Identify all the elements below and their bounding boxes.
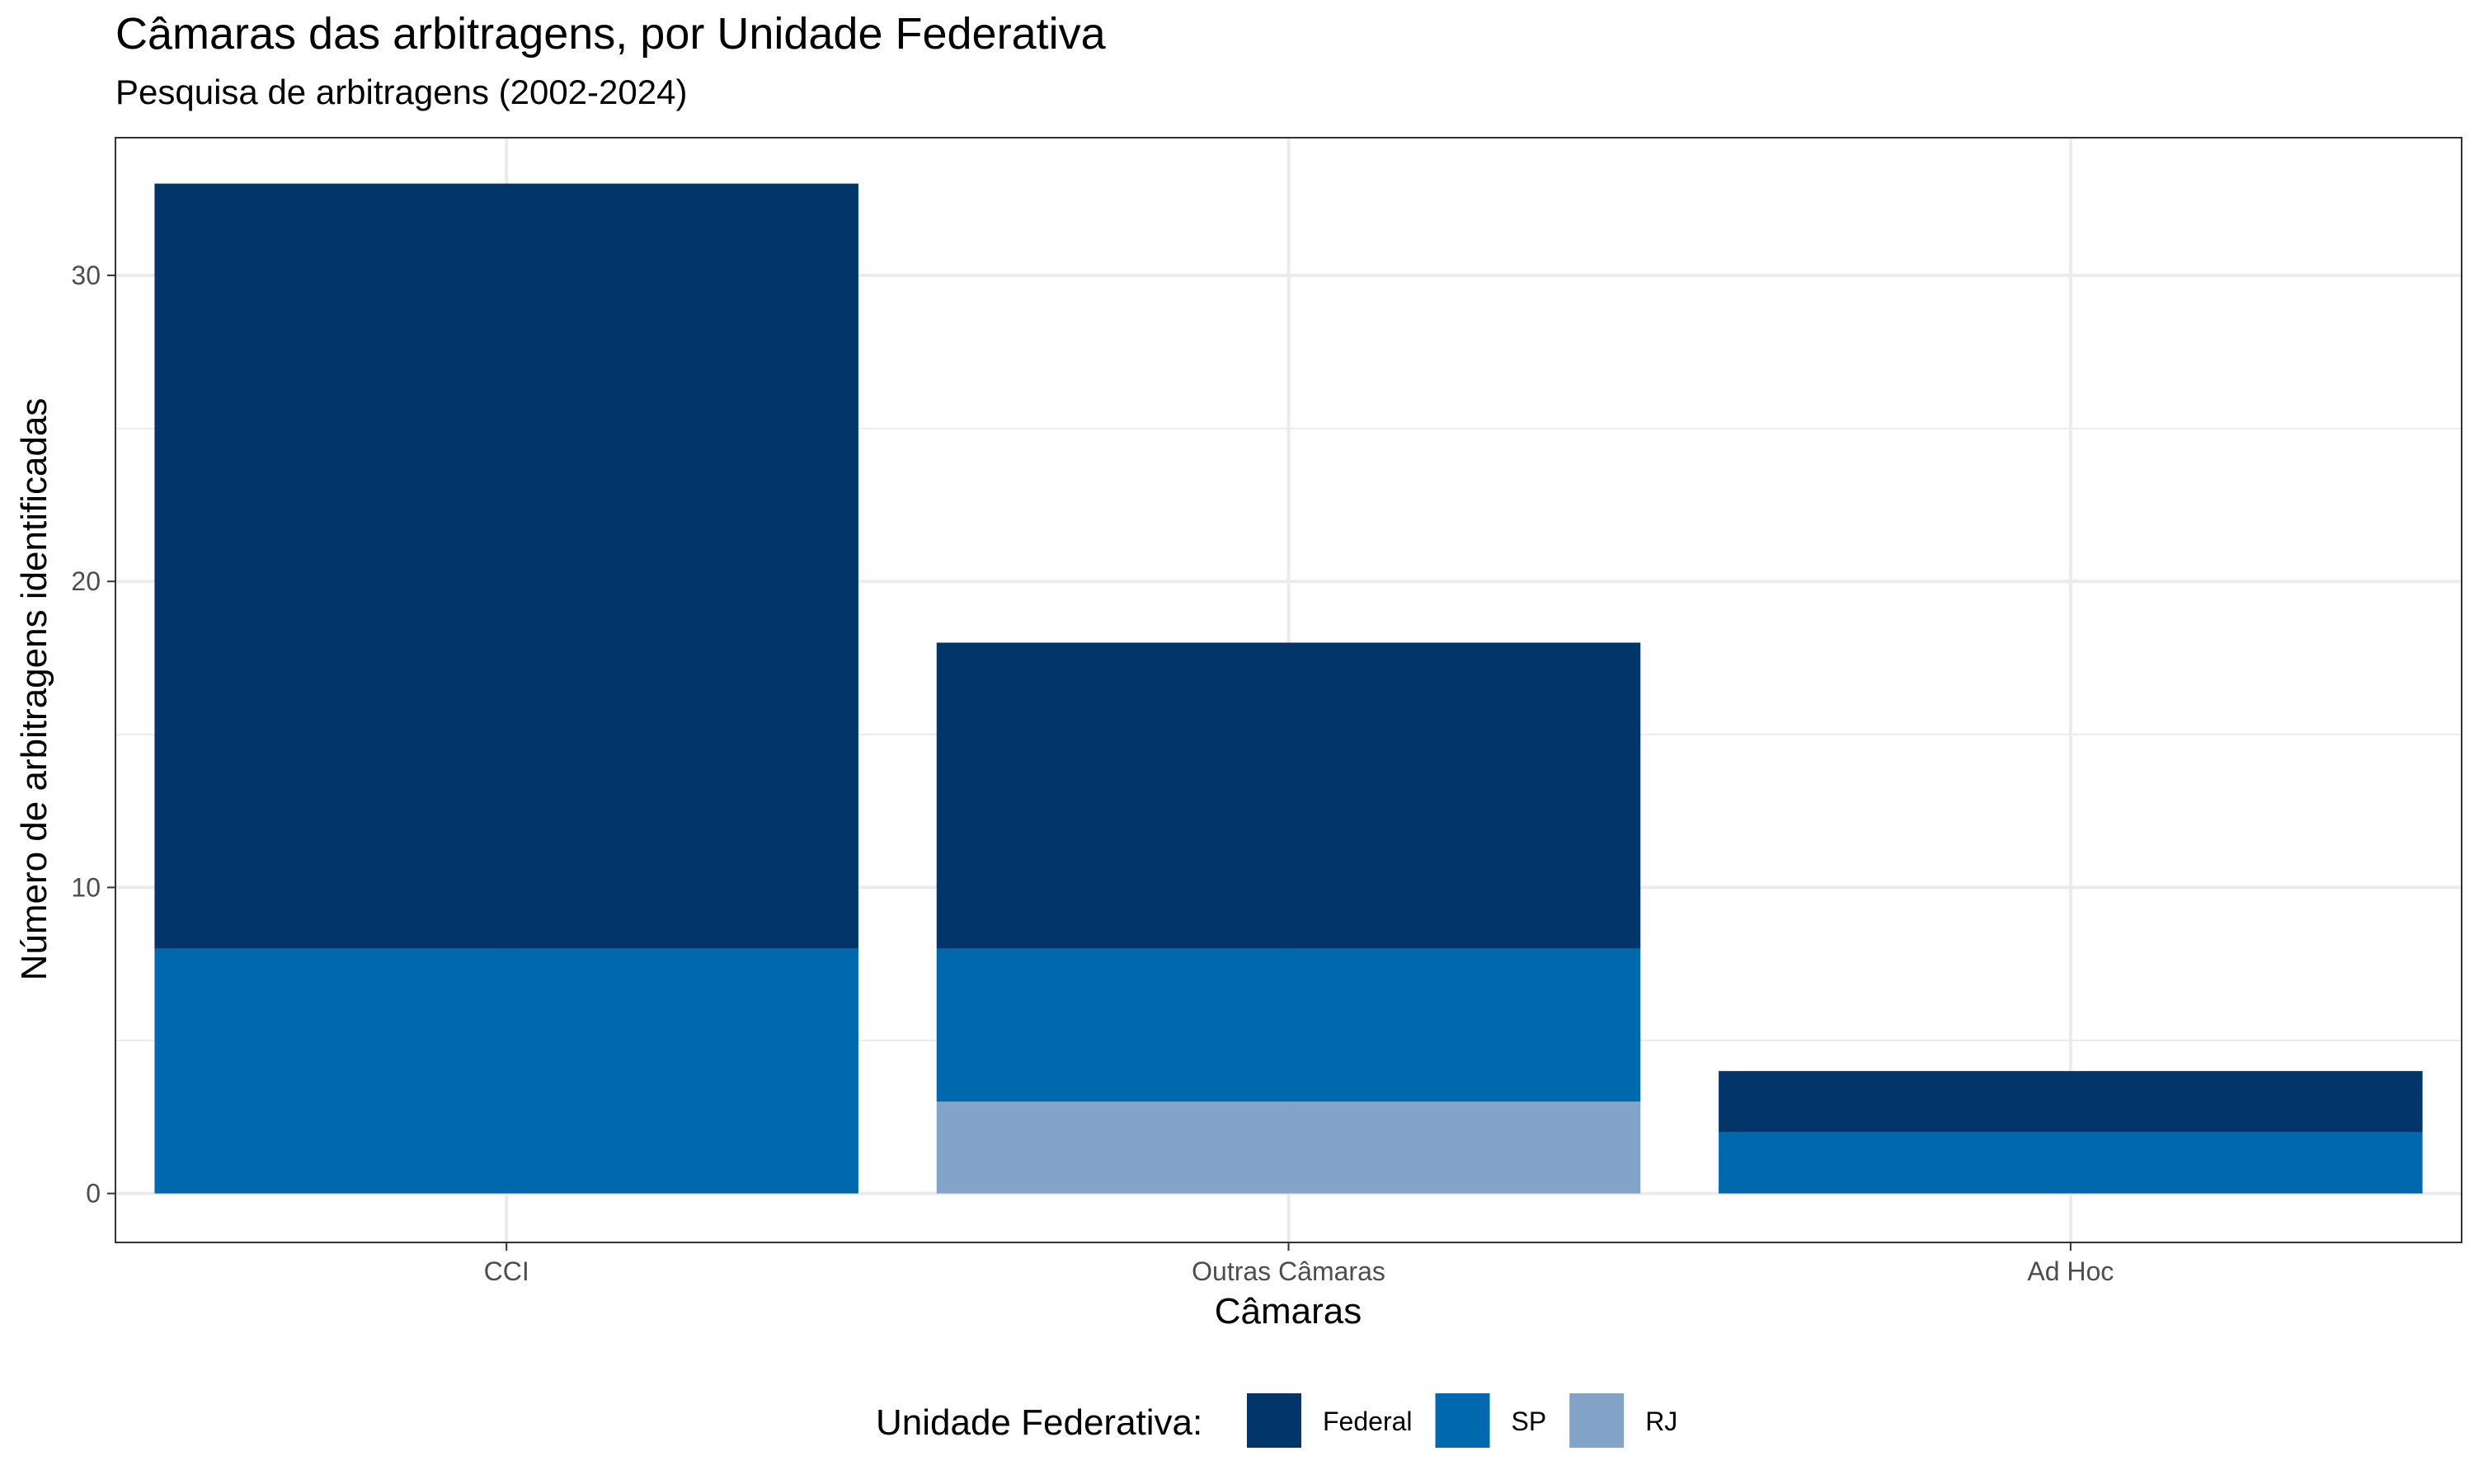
- y-axis: 0 10 20 30: [71, 261, 115, 1209]
- bar-segment-federal-2: [1719, 1071, 2423, 1133]
- bar-segment-federal-1: [936, 642, 1641, 949]
- plot-panel: [115, 137, 2462, 1243]
- legend-label-federal: Federal: [1323, 1407, 1413, 1436]
- bar-segment-federal-0: [154, 183, 858, 949]
- y-tick-label: 10: [71, 872, 101, 902]
- chart-subtitle: Pesquisa de arbitragens (2002-2024): [115, 73, 688, 111]
- legend: Unidade Federativa: Federal SP RJ: [876, 1393, 1677, 1448]
- bar-segment-sp-2: [1719, 1132, 2423, 1194]
- x-tick-label: Ad Hoc: [2027, 1256, 2114, 1286]
- legend-key-rj: [1569, 1393, 1625, 1448]
- legend-label-rj: RJ: [1645, 1407, 1677, 1436]
- x-tick-label: Outras Câmaras: [1192, 1256, 1385, 1286]
- legend-key-sp: [1435, 1393, 1490, 1448]
- bar-segment-sp-1: [936, 948, 1641, 1102]
- legend-label-sp: SP: [1512, 1407, 1547, 1436]
- bar-segment-rj-1: [936, 1101, 1641, 1194]
- y-axis-title: Número de arbitragens identificadas: [14, 398, 54, 981]
- x-axis-title: Câmaras: [1215, 1291, 1362, 1331]
- x-axis: CCI Outras Câmaras Ad Hoc: [484, 1242, 2114, 1286]
- x-tick-label: CCI: [484, 1256, 529, 1286]
- legend-key-federal: [1247, 1393, 1301, 1448]
- y-tick-label: 30: [71, 261, 101, 290]
- bar-segment-sp-0: [154, 948, 858, 1194]
- y-tick-label: 20: [71, 566, 101, 596]
- chart-title: Câmaras das arbitragens, por Unidade Fed…: [115, 9, 1106, 59]
- y-tick-label: 0: [86, 1179, 101, 1209]
- legend-title: Unidade Federativa:: [876, 1402, 1202, 1443]
